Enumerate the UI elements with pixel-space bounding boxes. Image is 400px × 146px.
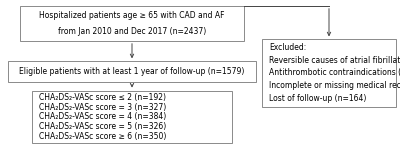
- Text: CHA₂DS₂-VASc score = 5 (n=326): CHA₂DS₂-VASc score = 5 (n=326): [39, 122, 166, 131]
- Text: Reversible causes of atrial fibrillation (n=240): Reversible causes of atrial fibrillation…: [269, 56, 400, 65]
- Text: Antithrombotic contraindications (n=87): Antithrombotic contraindications (n=87): [269, 68, 400, 78]
- Text: CHA₂DS₂-VASc score = 4 (n=384): CHA₂DS₂-VASc score = 4 (n=384): [39, 112, 166, 121]
- Text: Hospitalized patients age ≥ 65 with CAD and AF: Hospitalized patients age ≥ 65 with CAD …: [39, 11, 225, 20]
- Text: CHA₂DS₂-VASc score ≥ 6 (n=350): CHA₂DS₂-VASc score ≥ 6 (n=350): [39, 132, 166, 141]
- Text: CHA₂DS₂-VASc score ≤ 2 (n=192): CHA₂DS₂-VASc score ≤ 2 (n=192): [39, 93, 166, 102]
- Text: from Jan 2010 and Dec 2017 (n=2437): from Jan 2010 and Dec 2017 (n=2437): [58, 27, 206, 35]
- Bar: [8, 61, 256, 82]
- Bar: [20, 6, 244, 41]
- Bar: [32, 91, 232, 143]
- Text: Excluded:: Excluded:: [269, 43, 306, 52]
- Text: Incomplete or missing medical records (n=367): Incomplete or missing medical records (n…: [269, 81, 400, 90]
- Text: Lost of follow-up (n=164): Lost of follow-up (n=164): [269, 94, 366, 103]
- Text: CHA₂DS₂-VASc score = 3 (n=327): CHA₂DS₂-VASc score = 3 (n=327): [39, 103, 166, 112]
- Text: Eligible patients with at least 1 year of follow-up (n=1579): Eligible patients with at least 1 year o…: [19, 67, 245, 76]
- Bar: [262, 39, 396, 107]
